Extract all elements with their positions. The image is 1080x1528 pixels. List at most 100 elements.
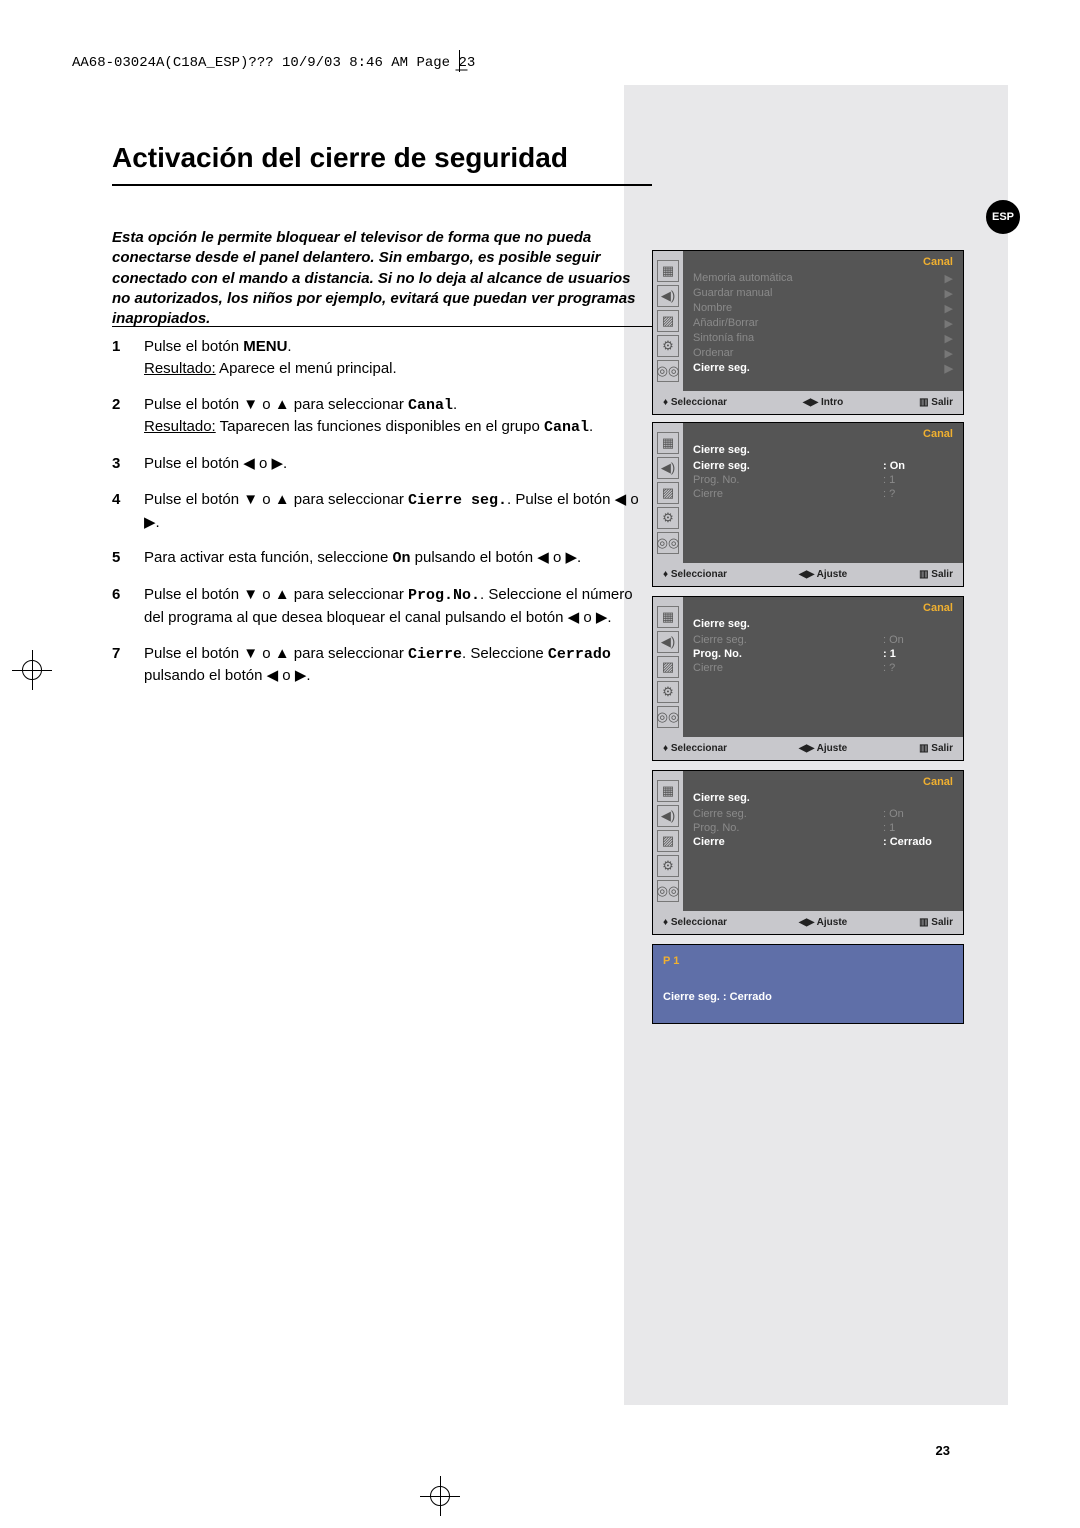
osd-footer: Seleccionar Ajuste Salir (653, 911, 963, 934)
osd-detail-row: Cierre: ? (693, 488, 953, 500)
step-number: 5 (112, 547, 144, 570)
osd-detail-row: Prog. No.: 1 (693, 648, 953, 660)
osd-side-icon: ▨ (657, 656, 679, 678)
osd-icon-column: ▦ ◀) ▨ ⚙ ◎◎ (653, 771, 683, 911)
step: 1Pulse el botón MENU.Resultado: Aparece … (112, 336, 652, 380)
step: 7Pulse el botón ▼ o ▲ para seleccionar C… (112, 643, 652, 688)
osd-side-icon: ◎◎ (657, 706, 679, 728)
osd-side-icon: ⚙ (657, 507, 679, 529)
step-body: Pulse el botón ▼ o ▲ para seleccionar Ci… (144, 489, 652, 534)
osd-subtitle: Cierre seg. (693, 444, 953, 456)
osd-hint-select: Seleccionar (663, 743, 727, 754)
step-body: Pulse el botón MENU.Resultado: Aparece e… (144, 336, 652, 380)
osd-detail-row: Cierre seg.: On (693, 634, 953, 646)
osd-hint-exit: Salir (919, 569, 953, 580)
osd-side-icon: ▦ (657, 432, 679, 454)
osd-menu-item: Añadir/Borrar▶ (693, 317, 953, 330)
osd-title: Canal (693, 256, 953, 268)
osd-side-icon: ▦ (657, 606, 679, 628)
osd-side-icon: ◀) (657, 805, 679, 827)
page-title: Activación del cierre de seguridad (112, 142, 652, 174)
steps-list: 1Pulse el botón MENU.Resultado: Aparece … (112, 336, 652, 701)
osd-detail-row: Cierre: Cerrado (693, 836, 953, 848)
crop-mark-top (459, 50, 460, 72)
osd-hint-exit: Salir (919, 743, 953, 754)
osd-hint-select: Seleccionar (663, 397, 727, 408)
osd-small-channel: P 1 (663, 955, 953, 967)
osd-footer: Seleccionar Ajuste Salir (653, 563, 963, 586)
step-body: Pulse el botón ▼ o ▲ para seleccionar Ci… (144, 643, 652, 688)
osd-side-icon: ⚙ (657, 855, 679, 877)
osd-hint-select: Seleccionar (663, 569, 727, 580)
registration-mark-bottom (420, 1476, 460, 1516)
osd-title: Canal (693, 776, 953, 788)
registration-mark-left (12, 650, 52, 690)
osd-content: Canal Cierre seg. Cierre seg.: On Prog. No.… (683, 423, 963, 563)
step-body: Pulse el botón ▼ o ▲ para seleccionar Pr… (144, 584, 652, 629)
step: 2Pulse el botón ▼ o ▲ para seleccionar C… (112, 394, 652, 440)
step-number: 3 (112, 453, 144, 475)
osd-detail-row: Cierre: ? (693, 662, 953, 674)
osd-detail-row: Prog. No.: 1 (693, 474, 953, 486)
osd-menu-item: Guardar manual▶ (693, 287, 953, 300)
osd-subtitle: Cierre seg. (693, 618, 953, 630)
osd-detail-row: Prog. No.: 1 (693, 822, 953, 834)
osd-title: Canal (693, 428, 953, 440)
osd-hint-mid: Intro (803, 397, 843, 408)
osd-detail-row: Cierre seg.: On (693, 460, 953, 472)
osd-small-status: Cierre seg. : Cerrado (663, 991, 953, 1003)
step-body: Para activar esta función, seleccione On… (144, 547, 652, 570)
osd-detail-row: Cierre seg.: On (693, 808, 953, 820)
osd-menu-item: Sintonía fina▶ (693, 332, 953, 345)
osd-side-icon: ◎◎ (657, 880, 679, 902)
osd-screenshot: ▦◀)▨⚙◎◎CanalCierre seg.Cierre seg.: OnPr… (652, 422, 964, 587)
osd-screenshot: ▦ ◀) ▨ ⚙ ◎◎ Canal Cierre seg. Cierre seg.: On Pr… (652, 596, 964, 761)
osd-hint-mid: Ajuste (799, 743, 847, 754)
osd-screenshot: ▦◀)▨⚙◎◎CanalMemoria automática▶Guardar m… (652, 250, 964, 415)
step-body: Pulse el botón ◀ o ▶. (144, 453, 652, 475)
step: 6Pulse el botón ▼ o ▲ para seleccionar P… (112, 584, 652, 629)
page-title-box: Activación del cierre de seguridad (112, 142, 652, 186)
esp-badge: ESP (986, 200, 1020, 234)
osd-hint-select: Seleccionar (663, 917, 727, 928)
osd-footer: Seleccionar Ajuste Salir (653, 737, 963, 760)
osd-side-icon: ▦ (657, 260, 679, 282)
osd-menu-item: Nombre▶ (693, 302, 953, 315)
osd-subtitle: Cierre seg. (693, 792, 953, 804)
osd-icon-column: ▦◀)▨⚙◎◎ (653, 423, 683, 563)
osd-side-icon: ◀) (657, 631, 679, 653)
osd-side-icon: ▨ (657, 310, 679, 332)
osd-content: Canal Memoria automática▶ Guardar manual▶ N… (683, 251, 963, 391)
osd-small: P 1 Cierre seg. : Cerrado (652, 944, 964, 1024)
osd-content: Canal Cierre seg. Cierre seg.: On Prog. No.… (683, 597, 963, 737)
intro-paragraph: Esta opción le permite bloquear el telev… (112, 228, 642, 329)
osd-side-icon: ◀) (657, 285, 679, 307)
osd-hint-exit: Salir (919, 397, 953, 408)
print-header: AA68-03024A(C18A_ESP)??? 10/9/03 8:46 AM… (72, 55, 475, 71)
step: 3Pulse el botón ◀ o ▶. (112, 453, 652, 475)
osd-menu-item: Cierre seg.▶ (693, 362, 953, 375)
step: 4Pulse el botón ▼ o ▲ para seleccionar C… (112, 489, 652, 534)
osd-menu-item: Ordenar▶ (693, 347, 953, 360)
osd-menu-item: Memoria automática▶ (693, 272, 953, 285)
osd-footer: Seleccionar Intro Salir (653, 391, 963, 414)
osd-icon-column: ▦◀)▨⚙◎◎ (653, 251, 683, 391)
osd-title: Canal (693, 602, 953, 614)
osd-hint-exit: Salir (919, 917, 953, 928)
osd-side-icon: ▦ (657, 780, 679, 802)
step-body: Pulse el botón ▼ o ▲ para seleccionar Ca… (144, 394, 652, 440)
osd-screenshot: ▦ ◀) ▨ ⚙ ◎◎ Canal Cierre seg. Cierre seg.: On Pr… (652, 770, 964, 935)
osd-hint-mid: Ajuste (799, 917, 847, 928)
osd-side-icon: ▨ (657, 830, 679, 852)
osd-hint-mid: Ajuste (799, 569, 847, 580)
step: 5Para activar esta función, seleccione O… (112, 547, 652, 570)
osd-side-icon: ⚙ (657, 681, 679, 703)
page-number: 23 (936, 1443, 950, 1458)
osd-icon-column: ▦ ◀) ▨ ⚙ ◎◎ (653, 597, 683, 737)
osd-side-icon: ◎◎ (657, 360, 679, 382)
osd-side-icon: ◎◎ (657, 532, 679, 554)
step-number: 1 (112, 336, 144, 380)
step-number: 7 (112, 643, 144, 688)
step-number: 4 (112, 489, 144, 534)
osd-content: Canal Cierre seg. Cierre seg.: On Prog. No.… (683, 771, 963, 911)
